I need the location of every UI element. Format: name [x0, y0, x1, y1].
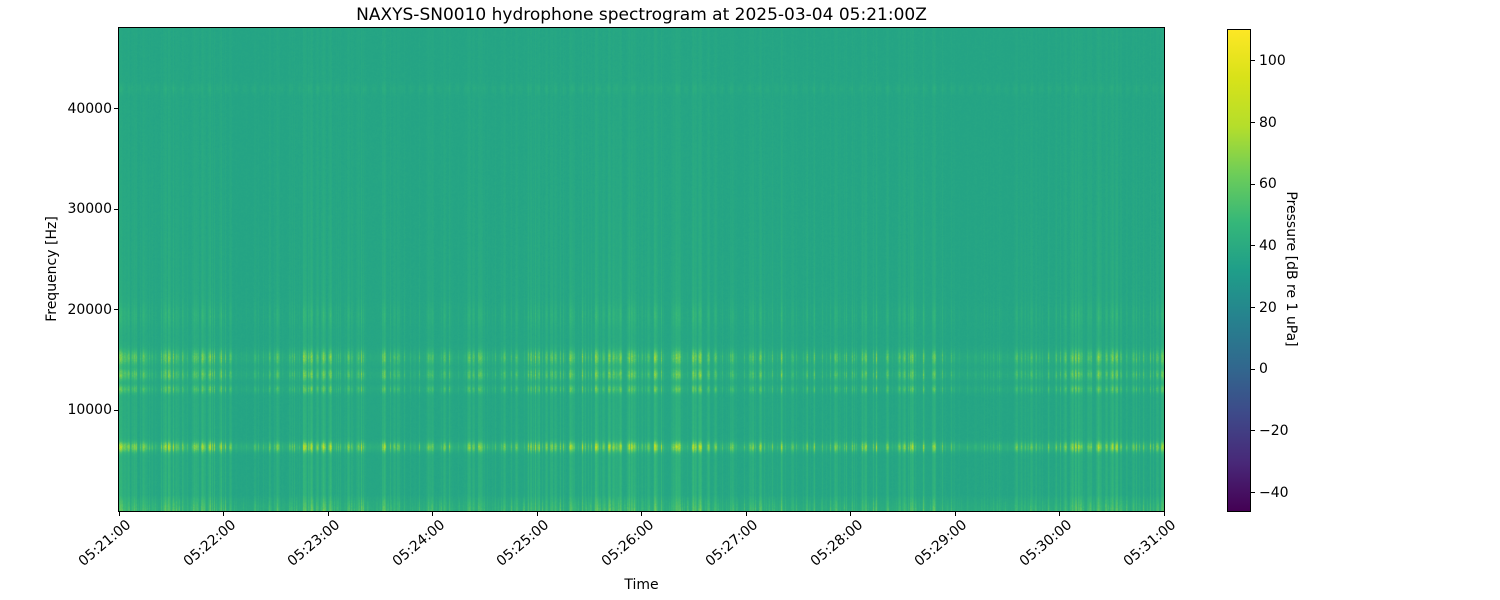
x-tick-mark [118, 511, 120, 516]
colorbar-label: Pressure [dB re 1 uPa] [1283, 191, 1299, 347]
x-tick-label: 05:26:00 [598, 517, 657, 570]
x-tick-mark [223, 511, 224, 516]
colorbar-tick-mark [1250, 60, 1255, 62]
y-tick-label: 20000 [67, 301, 112, 318]
y-tick-mark [114, 409, 119, 411]
colorbar-tick-mark [1250, 430, 1255, 432]
x-tick-label: 05:23:00 [284, 517, 344, 570]
colorbar [1227, 29, 1251, 512]
y-tick-mark [114, 309, 119, 311]
x-tick-mark [850, 511, 851, 516]
x-axis-label: Time [624, 577, 659, 593]
x-tick-mark [536, 511, 538, 516]
chart-title: NAXYS-SN0010 hydrophone spectrogram at 2… [356, 5, 927, 25]
colorbar-tick-label: −40 [1259, 484, 1289, 501]
x-tick-mark [1163, 511, 1165, 516]
colorbar-tick-label: 80 [1259, 114, 1277, 131]
colorbar-tick-label: 60 [1259, 176, 1277, 193]
colorbar-tick-mark [1250, 183, 1255, 185]
colorbar-tick-label: 100 [1259, 52, 1286, 69]
x-tick-mark [432, 511, 433, 516]
colorbar-tick-label: 20 [1259, 299, 1277, 316]
x-tick-label: 05:27:00 [702, 517, 762, 570]
colorbar-tick-mark [1250, 492, 1255, 493]
x-tick-mark [641, 511, 642, 516]
x-tick-mark [327, 511, 329, 516]
colorbar-tick-label: −20 [1259, 422, 1289, 439]
x-tick-label: 05:31:00 [1120, 517, 1180, 570]
x-tick-label: 05:29:00 [911, 517, 971, 570]
y-tick-mark [114, 108, 119, 109]
y-axis-label: Frequency [Hz] [44, 216, 60, 322]
spectrogram-canvas [119, 28, 1164, 511]
colorbar-tick-mark [1250, 307, 1255, 308]
colorbar-tick-label: 40 [1259, 237, 1277, 254]
x-tick-label: 05:21:00 [75, 517, 135, 570]
x-tick-label: 05:30:00 [1016, 517, 1075, 570]
x-tick-mark [1059, 511, 1060, 516]
y-tick-label: 30000 [67, 201, 112, 218]
x-tick-label: 05:28:00 [807, 517, 866, 570]
x-tick-mark [954, 511, 956, 516]
colorbar-tick-mark [1250, 368, 1255, 370]
y-tick-mark [114, 208, 119, 210]
colorbar-tick-label: 0 [1259, 361, 1268, 378]
x-tick-label: 05:24:00 [389, 517, 448, 570]
x-tick-mark [745, 511, 747, 516]
y-tick-label: 10000 [67, 402, 112, 419]
plot-area [118, 27, 1165, 512]
y-tick-label: 40000 [67, 100, 112, 117]
x-tick-label: 05:25:00 [493, 517, 553, 570]
colorbar-tick-mark [1250, 245, 1255, 247]
x-tick-label: 05:22:00 [180, 517, 239, 570]
colorbar-tick-mark [1250, 122, 1255, 123]
